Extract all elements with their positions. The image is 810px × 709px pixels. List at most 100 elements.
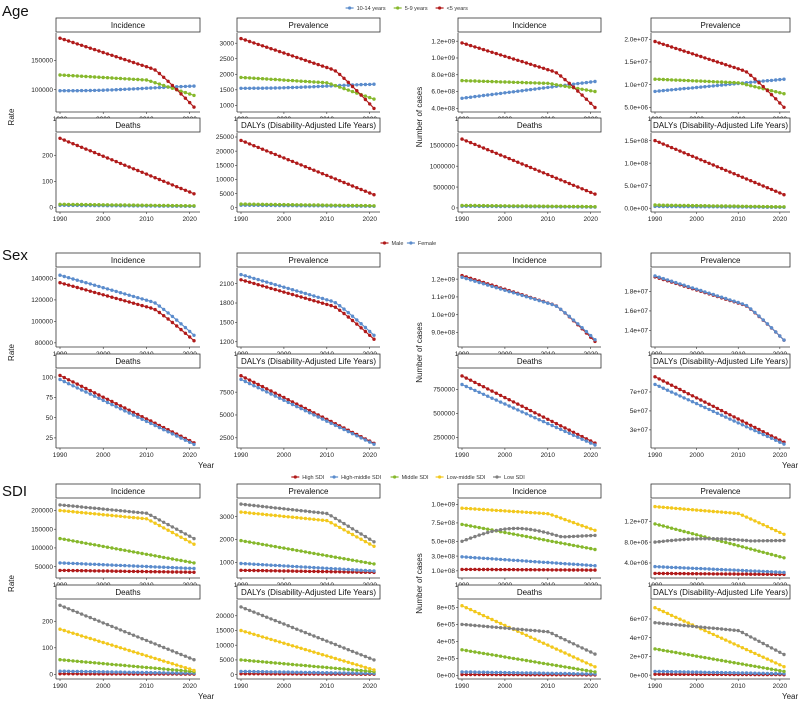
data-point [460, 137, 464, 141]
data-point [567, 665, 571, 670]
data-point [757, 86, 761, 90]
data-point [774, 572, 778, 577]
data-point [286, 203, 290, 207]
data-point [674, 46, 678, 51]
panel-title: Prevalence [288, 256, 329, 265]
data-point [661, 648, 665, 653]
data-point [563, 429, 567, 434]
data-point [736, 417, 740, 421]
data-point [62, 375, 66, 380]
data-point [761, 432, 765, 437]
data-point [105, 507, 110, 512]
series-low-middle-sdi [58, 627, 196, 673]
data-point [511, 57, 516, 61]
data-point [123, 563, 127, 568]
data-point [507, 558, 511, 562]
data-point [724, 411, 728, 415]
data-point [333, 301, 338, 305]
data-point [524, 568, 529, 572]
data-point [66, 607, 71, 611]
data-point [460, 506, 464, 510]
data-point [757, 204, 761, 209]
data-point [355, 529, 359, 534]
data-point [131, 564, 136, 568]
data-point [170, 83, 175, 88]
data-point [88, 46, 93, 50]
data-point [690, 566, 695, 570]
data-point [290, 670, 295, 674]
data-point [749, 204, 753, 209]
data-point [736, 661, 740, 666]
data-point [114, 402, 118, 406]
data-point [682, 389, 686, 394]
data-point [110, 203, 114, 207]
data-point [157, 570, 162, 574]
series--5-years [460, 41, 597, 110]
data-point [511, 90, 516, 94]
data-point [546, 421, 550, 426]
panel-title: Incidence [111, 21, 146, 30]
data-point [75, 202, 80, 207]
data-point [127, 564, 131, 568]
data-point [665, 203, 670, 207]
data-point [711, 80, 715, 84]
data-point [273, 77, 277, 82]
data-point [66, 73, 71, 78]
data-point [342, 659, 346, 663]
data-point [179, 535, 183, 539]
data-point [149, 421, 153, 426]
data-point [528, 535, 533, 539]
data-point [690, 203, 695, 208]
data-point [372, 562, 376, 566]
data-point [58, 273, 62, 277]
y-tick-label: 7e+07 [630, 389, 649, 396]
data-point [468, 43, 473, 48]
data-point [363, 189, 368, 193]
data-point [136, 670, 140, 675]
data-point [363, 560, 368, 565]
data-point [179, 570, 183, 574]
data-point [503, 395, 507, 400]
data-point [503, 558, 507, 562]
data-point [503, 530, 507, 535]
data-point [260, 613, 265, 618]
data-point [355, 559, 359, 563]
data-point [774, 553, 778, 558]
data-point [123, 292, 127, 296]
data-point [84, 614, 88, 618]
data-point [346, 524, 350, 528]
data-point [325, 302, 329, 307]
data-point [144, 172, 149, 176]
data-point [559, 307, 563, 311]
data-point [252, 76, 256, 80]
data-point [286, 85, 290, 90]
y-tick-label: 7500 [220, 389, 235, 396]
data-point [355, 434, 359, 438]
x-tick-label: 2000 [277, 216, 292, 223]
data-point [593, 665, 597, 669]
data-point [359, 668, 363, 673]
y-tick-label: 10000 [216, 177, 234, 184]
data-point [123, 163, 127, 167]
data-point [740, 175, 745, 179]
data-point [127, 203, 131, 207]
data-point [282, 398, 286, 402]
data-point [567, 85, 571, 89]
data-point [118, 509, 123, 513]
data-point [97, 152, 101, 157]
data-point [498, 626, 503, 630]
y-tick-label: 500000 [433, 411, 455, 418]
data-point [715, 537, 720, 541]
data-point [669, 390, 674, 394]
series-line [654, 276, 785, 341]
data-point [749, 427, 753, 431]
data-point [486, 652, 490, 656]
data-point [307, 80, 312, 84]
data-point [694, 572, 699, 576]
data-point [149, 640, 153, 644]
data-point [71, 202, 75, 207]
data-point [368, 569, 372, 573]
data-point [265, 285, 269, 289]
data-point [269, 505, 273, 510]
